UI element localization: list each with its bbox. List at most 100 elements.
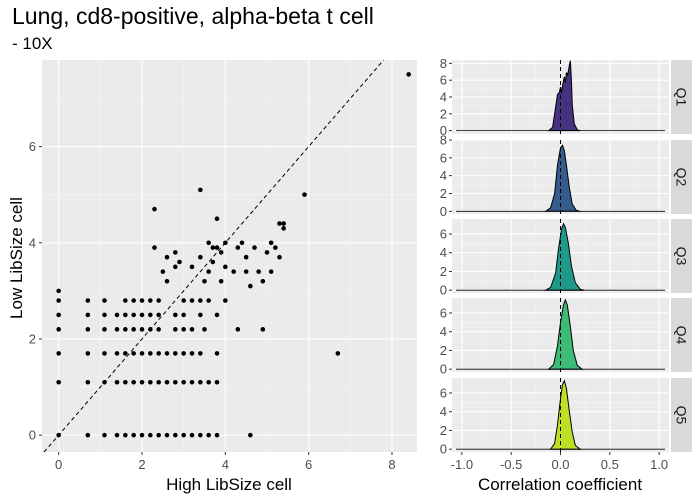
density-curve (547, 60, 581, 132)
chart-title: Lung, cd8-positive, alpha-beta t cell (12, 3, 374, 29)
density-x-tick-label: 0.5 (601, 457, 619, 472)
identity-reference-line (43, 59, 385, 453)
scatter-point (173, 379, 178, 385)
facet-strip (671, 60, 692, 134)
scatter-point (235, 327, 241, 332)
scatter-point (189, 327, 195, 332)
facet-strip-label: Q5 (674, 406, 690, 425)
scatter-point (173, 327, 178, 332)
scatter-point (406, 72, 411, 77)
scatter-point (189, 298, 195, 303)
density-x-tick-label: -0.5 (500, 457, 522, 472)
scatter-point (102, 298, 107, 303)
scatter-point (181, 432, 186, 438)
scatter-x-tick-label: 8 (388, 457, 395, 472)
density-curve (543, 222, 585, 291)
scatter-point (152, 206, 157, 212)
scatter-point (198, 254, 203, 260)
scatter-point (218, 278, 224, 284)
density-panel-q4: 0 2 4 6 Q4 (440, 298, 692, 377)
density-panel-q3: 0 2 4 6 Q3 (440, 219, 692, 298)
density-y-tick-label: 8 (440, 133, 447, 148)
scatter-point (131, 379, 136, 385)
scatter-point (214, 379, 220, 385)
facet-strip-label: Q4 (674, 326, 690, 345)
scatter-point (223, 298, 228, 303)
scatter-point (235, 245, 241, 250)
scatter-point (260, 278, 266, 284)
scatter-point (206, 240, 211, 246)
scatter-point (85, 327, 91, 332)
scatter-point (189, 351, 195, 356)
facet-strip-label: Q2 (674, 168, 690, 187)
scatter-point (131, 432, 136, 438)
scatter-point (123, 379, 128, 385)
scatter-point (181, 351, 186, 356)
density-y-tick-label: 4 (440, 245, 447, 260)
scatter-point (206, 432, 211, 438)
density-y-tick-label: 4 (440, 168, 447, 183)
density-y-tick-label: 6 (440, 226, 447, 241)
scatter-point (156, 432, 161, 438)
scatter-point (123, 432, 128, 438)
scatter-point (164, 351, 170, 356)
scatter-point (202, 278, 207, 284)
scatter-point (189, 379, 195, 385)
scatter-point (148, 379, 153, 385)
scatter-point (123, 327, 128, 332)
scatter-point (223, 240, 228, 246)
scatter-point (248, 432, 253, 438)
scatter-point (164, 379, 170, 385)
density-y-tick-label: 6 (440, 305, 447, 320)
scatter-point (210, 259, 216, 265)
scatter-point (139, 379, 145, 385)
scatter-point (189, 264, 195, 270)
density-y-tick-label: 6 (440, 385, 447, 400)
chart-subtitle: - 10X (12, 34, 53, 53)
density-y-tick-label: 0 (440, 204, 447, 219)
density-x-tick-label: -1.0 (451, 457, 473, 472)
facet-strip-label: Q3 (674, 247, 690, 266)
scatter-point (148, 298, 153, 303)
density-y-tick-label: 0 (440, 123, 447, 138)
density-y-tick-label: 0 (440, 442, 447, 457)
density-y-tick-label: 2 (440, 186, 447, 201)
scatter-point (198, 351, 203, 356)
scatter-point (148, 351, 153, 356)
scatter-point (252, 245, 257, 250)
scatter-point (139, 327, 145, 332)
scatter-point (181, 298, 186, 303)
facet-strip (671, 378, 692, 452)
scatter-point (264, 250, 270, 255)
scatter-point (239, 240, 245, 246)
scatter-point (131, 312, 136, 318)
scatter-point (123, 351, 128, 356)
density-panel-q5: 0 2 4 6 Q5 -1.0 -0.5 0.0 0.5 1.0 (440, 378, 692, 472)
density-y-tick-label: 2 (440, 343, 447, 358)
scatter-point (56, 379, 61, 385)
scatter-point (214, 245, 220, 250)
scatter-point (173, 312, 178, 318)
density-curve (549, 379, 582, 450)
scatter-point (243, 254, 249, 260)
density-panel-q1: 0 24 6 8 Q1 (440, 56, 692, 138)
density-y-tick-label: 2 (440, 106, 447, 121)
facet-strip (671, 219, 692, 293)
density-x-tick-label: 1.0 (650, 457, 668, 472)
scatter-point (214, 312, 220, 318)
scatter-point (164, 432, 170, 438)
density-y-tick-label: 6 (440, 73, 447, 88)
scatter-x-axis-title: High LibSize cell (166, 475, 292, 494)
scatter-point (181, 327, 186, 332)
scatter-point (85, 298, 91, 303)
facet-strip (671, 298, 692, 372)
density-y-tick-label: 4 (440, 404, 447, 419)
scatter-point (335, 351, 341, 356)
scatter-point (114, 379, 120, 385)
scatter-point (139, 298, 145, 303)
scatter-point (173, 250, 178, 255)
scatter-point (202, 327, 207, 332)
scatter-point (85, 379, 91, 385)
